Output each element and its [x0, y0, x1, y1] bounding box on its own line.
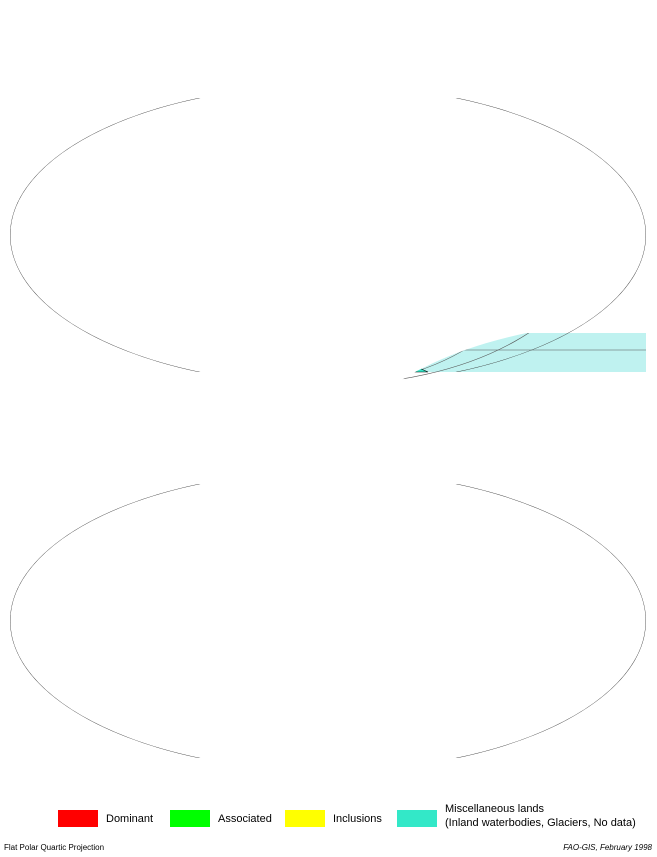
map-outline [10, 484, 646, 758]
soil-patch [343, 250, 353, 270]
soil-patch [508, 284, 528, 296]
soil-patch [240, 641, 256, 661]
soil-patch [378, 625, 388, 637]
meridian [338, 333, 435, 386]
soil-patch [358, 197, 398, 213]
ocean [338, 333, 646, 372]
soil-patch [203, 235, 233, 255]
legend-label: Inclusions [333, 813, 382, 825]
soil-patch [233, 703, 243, 719]
credit: FAO-GIS, February 1998 [563, 843, 652, 852]
meridian [116, 471, 540, 771]
landmass [498, 255, 578, 310]
soil-patch [173, 586, 183, 596]
legend-swatch [397, 810, 437, 827]
projection-note: Flat Polar Quartic Projection [4, 843, 104, 852]
landmass [203, 611, 273, 746]
landmass [300, 170, 423, 305]
soil-patch [548, 665, 558, 677]
meridian [169, 471, 487, 771]
greenland [278, 98, 318, 125]
soil-patch [440, 584, 456, 608]
world-map [10, 471, 646, 771]
legend-label: Miscellaneous lands [445, 803, 545, 815]
soil-patch [366, 231, 390, 259]
soil-patch [563, 265, 573, 285]
soil-patch [356, 247, 380, 283]
meridian [338, 333, 488, 386]
landmass [148, 491, 328, 616]
landmass [203, 225, 273, 360]
soil-patch [413, 184, 483, 196]
antarctica [218, 741, 428, 758]
soil-patch [213, 305, 223, 325]
soil-patch [388, 170, 418, 180]
soil-patch [240, 260, 256, 280]
landmass [148, 105, 328, 230]
meridian [222, 471, 434, 771]
legend-label: Associated [218, 813, 272, 825]
soil-patch [531, 659, 555, 683]
meridian [338, 333, 541, 386]
meridian [275, 471, 381, 771]
soil-patch [352, 601, 364, 611]
greenland [278, 484, 318, 511]
soil-patch [396, 207, 420, 223]
meridian [338, 333, 382, 386]
legend-swatch [285, 810, 325, 827]
soil-patch [173, 601, 183, 611]
soil-patch [530, 655, 546, 667]
legend-sublabel: (Inland waterbodies, Glaciers, No data) [445, 817, 636, 829]
legend-swatch [170, 810, 210, 827]
soil-patch [298, 235, 358, 295]
legend-swatch [58, 810, 98, 827]
landmass [300, 556, 423, 691]
soil-patch [372, 653, 384, 669]
world-map [148, 98, 646, 386]
landmass [498, 641, 578, 696]
soil-patch [378, 601, 398, 631]
legend-label: Dominant [106, 813, 153, 825]
soil-patch [525, 268, 561, 292]
soil-patch [179, 600, 187, 612]
antarctica [338, 354, 429, 373]
landmass [323, 100, 618, 245]
ocean [10, 484, 646, 758]
soil-patch [221, 245, 245, 265]
meridian [63, 471, 593, 771]
landmass [323, 486, 618, 631]
